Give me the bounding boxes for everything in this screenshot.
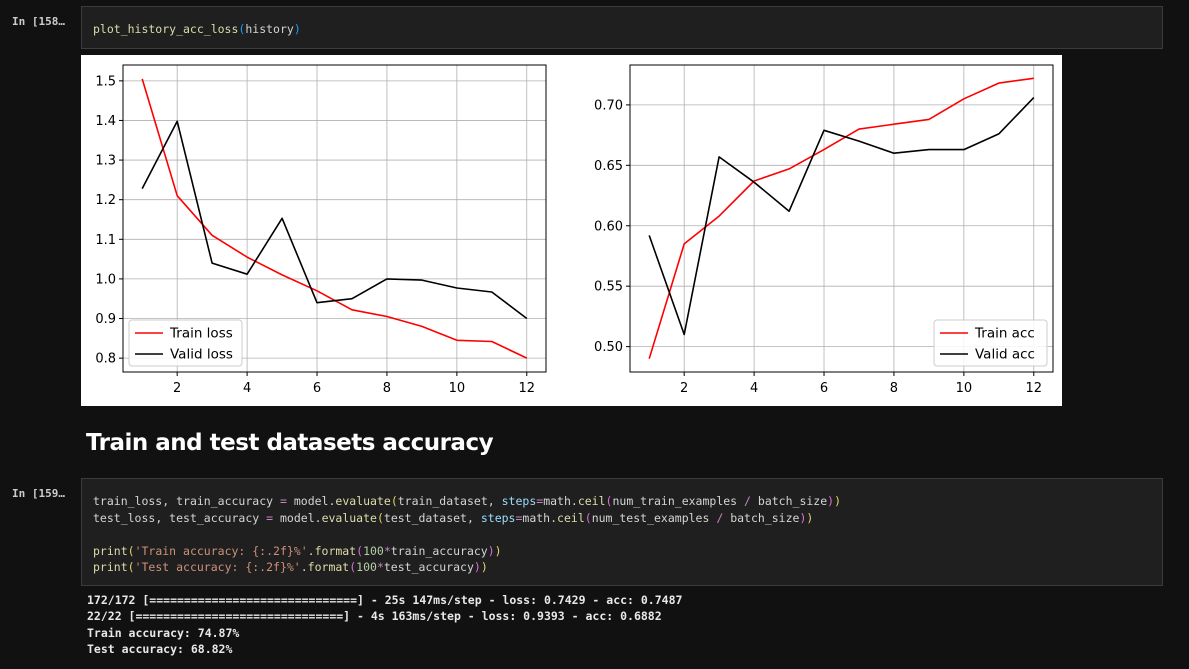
y-tick-label: 0.9	[95, 312, 116, 327]
y-tick-label: 1.3	[95, 154, 116, 169]
legend-label: Valid loss	[170, 347, 233, 363]
x-tick-label: 8	[383, 381, 391, 396]
charts-figure: 2 4 6 8 10 12 0.8 0.9 1.0 1.1 1.2 1.3 1.4 1.5 Train lo…	[95, 64, 1054, 396]
x-tick-label: 12	[1025, 381, 1042, 396]
x-tick-label: 10	[449, 381, 466, 396]
output-line: 22/22 [==============================] -…	[87, 609, 662, 624]
series-line-valid-acc	[648, 97, 1035, 336]
code-line: plot_history_acc_loss(history)	[93, 22, 301, 36]
x-tick-label: 4	[243, 381, 251, 396]
x-tick-label: 4	[750, 381, 758, 396]
output-line: Test accuracy: 68.82%	[87, 641, 233, 656]
y-tick-label: 0.70	[594, 98, 623, 113]
y-tick-label: 0.50	[594, 340, 623, 355]
code-line-1: train_loss, train_accuracy = model.evalu…	[93, 494, 842, 508]
code-line-4: print('Train accuracy: {:.2f}%'.format(1…	[93, 543, 502, 558]
code-line-2: test_loss, test_accuracy = model.evaluat…	[93, 510, 814, 525]
y-tick-label: 1.4	[95, 114, 116, 129]
cell-output: 172/172 [==============================]…	[87, 592, 682, 657]
output-line: 172/172 [==============================]…	[87, 593, 683, 607]
axes-frame	[629, 64, 1054, 373]
x-tick-label: 6	[313, 381, 321, 396]
code-cell-158[interactable]: plot_history_acc_loss(history)	[81, 6, 1163, 49]
cell-prompt-158: In [158…	[12, 15, 65, 28]
x-tick-label: 10	[956, 381, 973, 396]
x-tick-label: 12	[518, 381, 535, 396]
x-tick-label: 2	[680, 381, 688, 396]
output-line: Train accuracy: 74.87%	[87, 625, 240, 640]
x-tick-label: 2	[173, 381, 181, 396]
cell-prompt-159: In [159…	[12, 487, 65, 500]
y-tick-label: 0.60	[594, 219, 623, 234]
y-tick-label: 0.8	[95, 352, 116, 367]
y-tick-label: 0.55	[594, 280, 623, 295]
y-tick-label: 0.65	[594, 159, 623, 174]
plot-output: 2 4 6 8 10 12 0.8 0.9 1.0 1.1 1.2 1.3 1.4 1.5 Train lo…	[81, 55, 1062, 406]
legend-label: Train loss	[169, 326, 233, 342]
legend-label: Train acc	[974, 326, 1035, 342]
series-line-valid-loss	[141, 120, 528, 320]
axes-frame	[122, 64, 547, 373]
markdown-heading: Train and test datasets accuracy	[86, 430, 494, 456]
x-tick-label: 6	[820, 381, 828, 396]
y-tick-label: 1.1	[95, 233, 116, 248]
code-cell-159[interactable]: train_loss, train_accuracy = model.evalu…	[81, 478, 1163, 586]
y-tick-label: 1.5	[95, 74, 116, 89]
legend-label: Valid acc	[975, 347, 1035, 363]
series-line-train-acc	[648, 77, 1034, 359]
x-tick-label: 8	[890, 381, 898, 396]
code-line-3	[93, 526, 1162, 543]
code-line-5: print('Test accuracy: {:.2f}%'.format(10…	[93, 560, 488, 574]
y-tick-label: 1.2	[95, 193, 116, 208]
y-tick-label: 1.0	[95, 272, 116, 287]
